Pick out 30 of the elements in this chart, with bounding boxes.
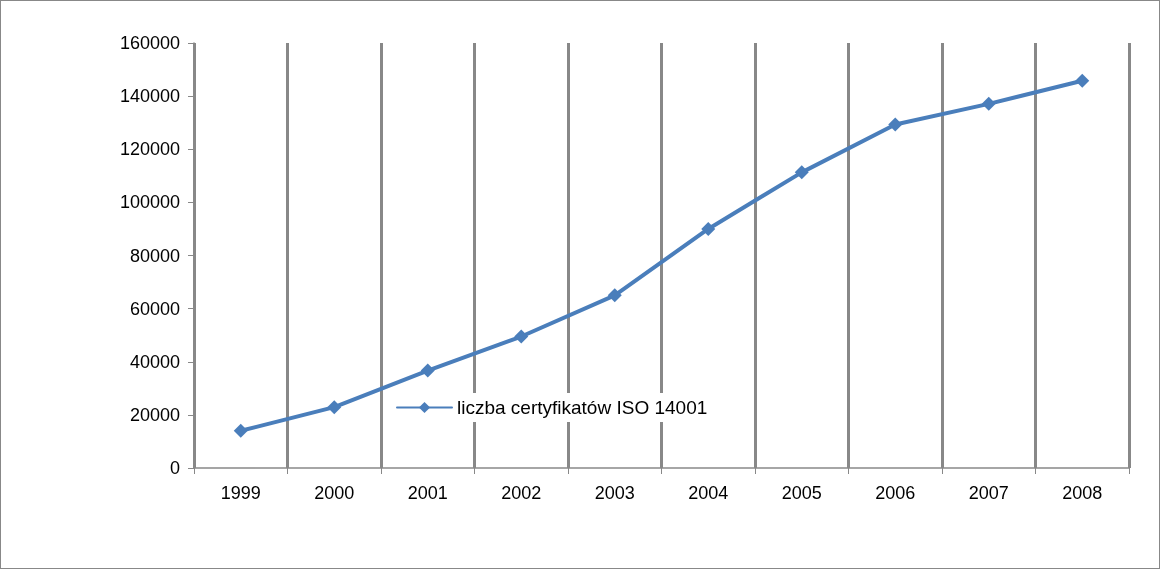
point: [794, 165, 809, 180]
x-tick-label: 2000: [314, 483, 355, 503]
y-tick-label: 160000: [119, 33, 180, 53]
y-tick-label: 100000: [119, 192, 180, 213]
y-tick-label: 20000: [129, 404, 180, 425]
point: [607, 288, 622, 303]
x-tick-label: 2008: [1062, 483, 1103, 503]
x-tick-label: 2004: [688, 483, 729, 503]
x-tick-label: 2005: [781, 483, 822, 503]
x-tick-label: 2007: [968, 483, 1009, 503]
point: [420, 363, 435, 378]
point: [1075, 73, 1090, 88]
x-tick-label: 2003: [594, 483, 635, 503]
point: [888, 117, 903, 132]
y-tick-label: 40000: [129, 351, 180, 372]
y-tick-label: 140000: [119, 86, 180, 107]
x-tick-label: 2001: [407, 483, 448, 503]
x-tick-label: 2002: [501, 483, 542, 503]
point: [514, 329, 529, 344]
y-tick-label: 80000: [129, 245, 180, 266]
x-tick-label: 1999: [220, 483, 261, 503]
y-tick-label: 0: [169, 458, 180, 478]
y-tick-label: 120000: [119, 139, 180, 160]
point: [327, 400, 342, 415]
x-tick-label: 2006: [875, 483, 916, 503]
point: [233, 423, 248, 438]
point: [701, 221, 716, 236]
y-tick-label: 60000: [129, 298, 180, 319]
point: [981, 96, 996, 111]
legend-label: liczba certyfikatów ISO 14001: [457, 397, 708, 418]
